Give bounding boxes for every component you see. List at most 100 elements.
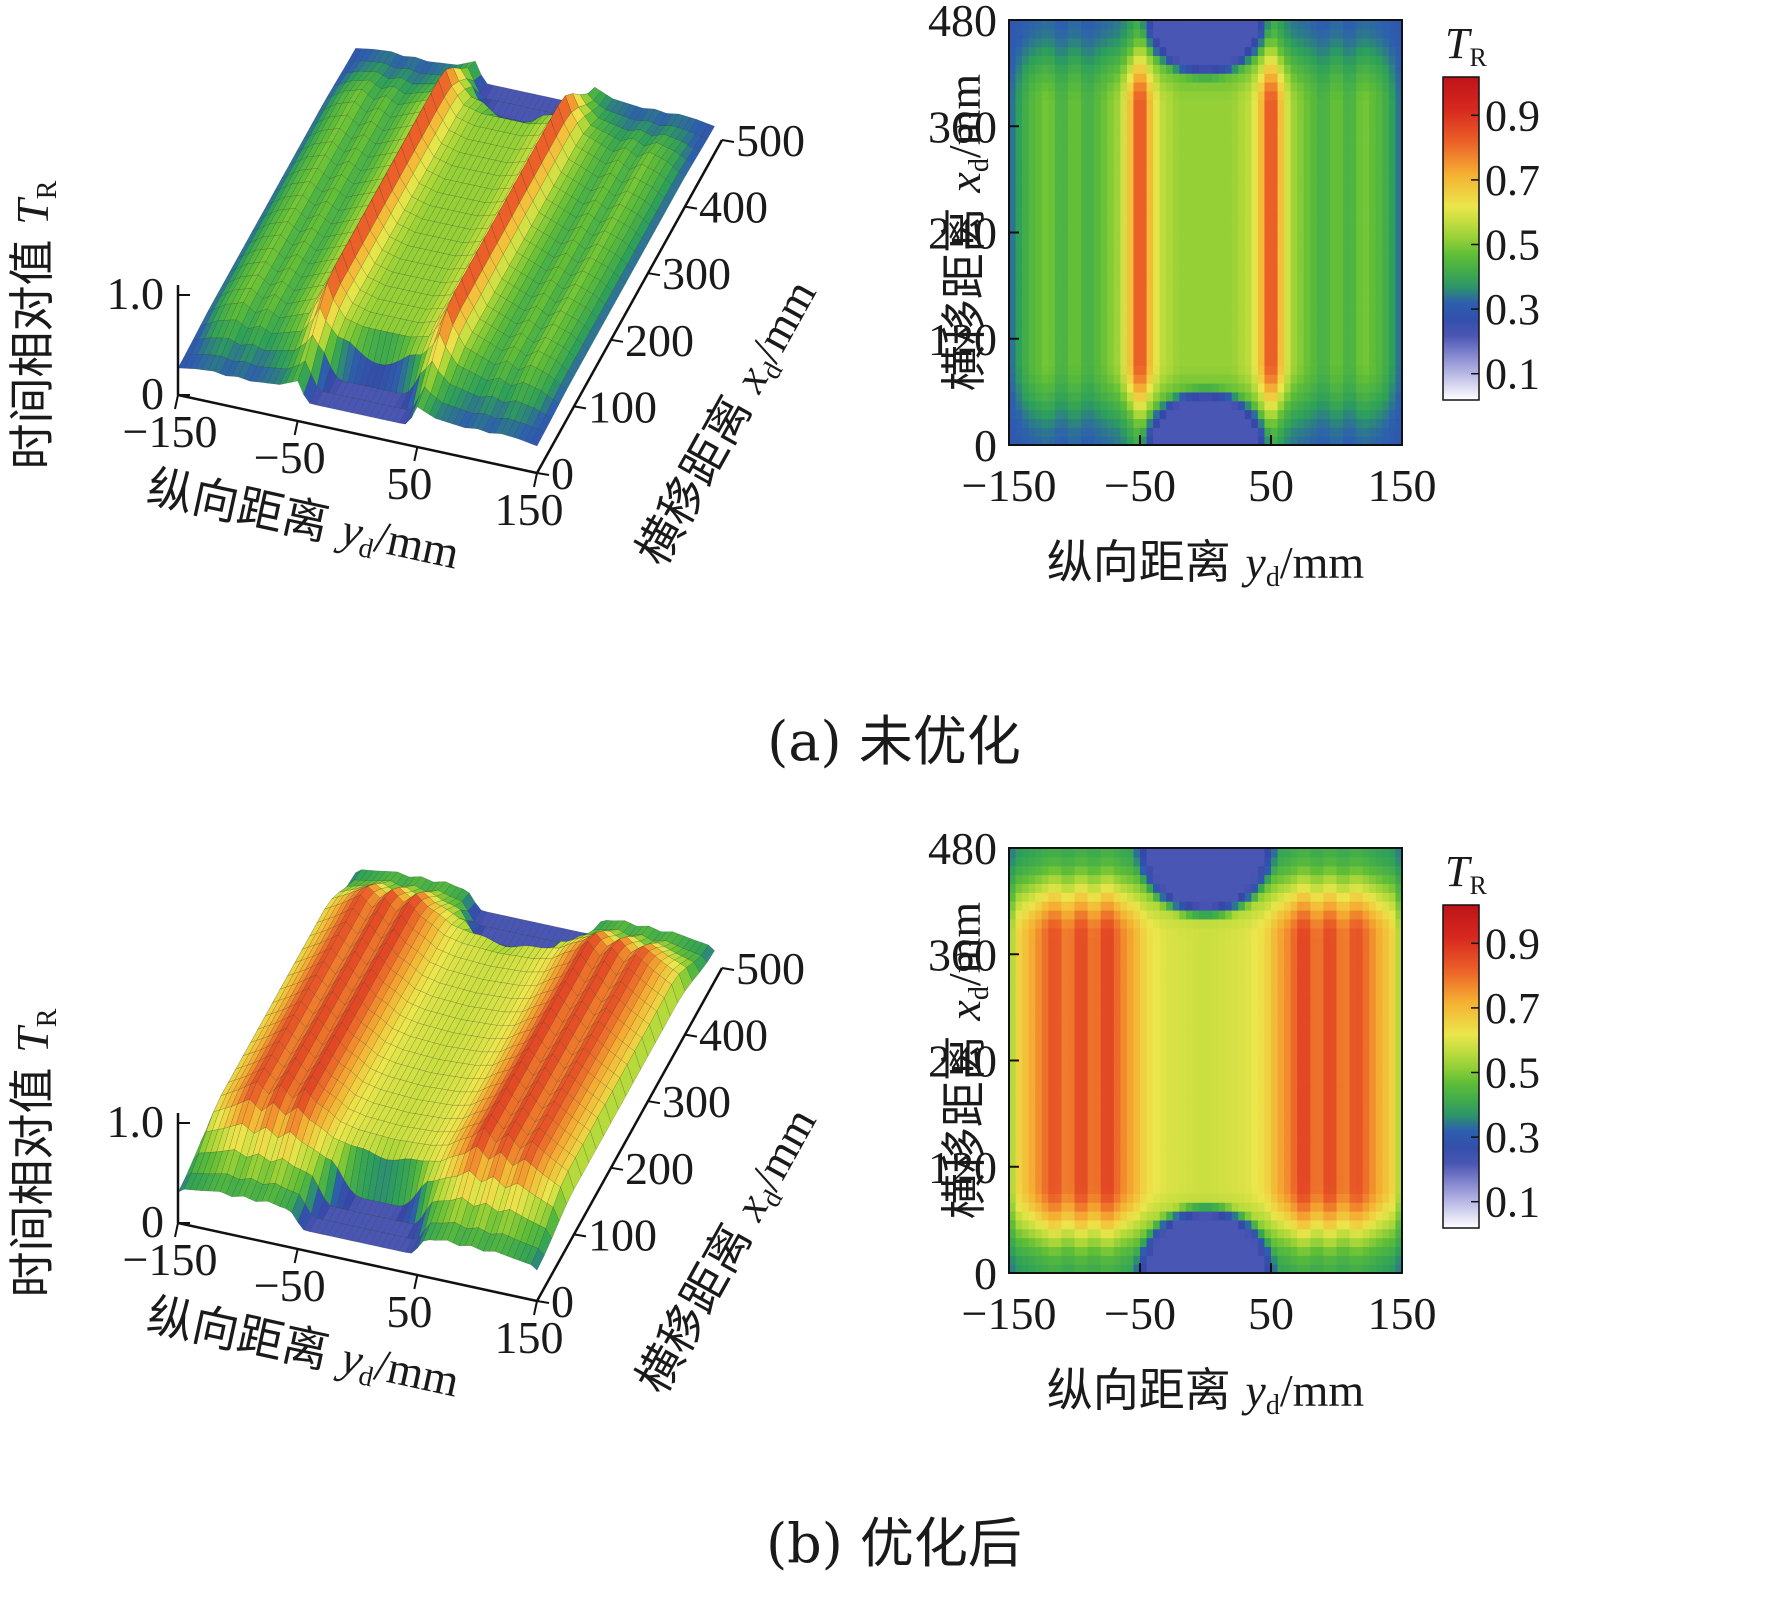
heatmap-cell — [1349, 427, 1357, 437]
surface-x-tick-label: 500 — [736, 115, 805, 166]
heatmap-cell — [1277, 99, 1285, 110]
heatmap-cell — [1100, 99, 1108, 110]
heatmap-cell — [1303, 427, 1311, 437]
heatmap-cell — [1303, 391, 1311, 402]
heatmap-cell — [1290, 28, 1298, 39]
heatmap-cell — [1316, 338, 1324, 349]
heatmap-cell — [1087, 259, 1095, 269]
heatmap-cell — [1218, 161, 1226, 172]
heatmap-cell — [1271, 321, 1279, 331]
heatmap-cell — [1395, 250, 1403, 260]
heatmap-cell — [1343, 117, 1351, 127]
heatmap-cell — [1074, 329, 1082, 340]
heatmap-cell — [1067, 46, 1076, 57]
heatmap-cell — [1284, 259, 1292, 269]
heatmap-cell — [1041, 46, 1049, 57]
heatmap-cell — [1225, 90, 1233, 101]
heatmap-cell — [1356, 161, 1364, 172]
heatmap-cell — [1192, 108, 1200, 118]
heatmap-cell — [1140, 303, 1148, 313]
heatmap-cell — [1198, 197, 1207, 207]
heatmap-cell — [1212, 259, 1220, 269]
heatmap-cell — [1041, 276, 1049, 287]
heatmap-cell — [1343, 108, 1351, 118]
heatmap-cell — [1100, 427, 1108, 437]
heatmap-cell — [1329, 356, 1338, 366]
heatmap-cell — [1343, 356, 1351, 366]
heatmap-cell — [1153, 99, 1161, 110]
heatmap-cell — [1035, 205, 1043, 216]
heatmap-cell — [1336, 285, 1344, 296]
heatmap-cell — [1323, 126, 1331, 136]
heatmap-cell — [1212, 232, 1220, 242]
heatmap-cell — [1140, 347, 1148, 358]
heatmap-cell — [1048, 338, 1056, 349]
heatmap-cell — [1303, 179, 1311, 189]
heatmap-cell — [1382, 170, 1390, 180]
heatmap-cell — [1277, 285, 1285, 296]
heatmap-cell — [1100, 117, 1108, 127]
heatmap-cell — [1022, 303, 1030, 313]
heatmap-cell — [1192, 188, 1200, 198]
heatmap-cell — [1264, 81, 1272, 92]
heatmap-cell — [1061, 427, 1069, 437]
heatmap-cell — [1218, 37, 1226, 48]
heatmap-cell — [1067, 90, 1076, 101]
heatmap-cell — [1336, 276, 1344, 287]
heatmap-cell — [1146, 232, 1154, 242]
heatmap-cell — [1231, 214, 1239, 225]
heatmap-cell — [1185, 312, 1193, 322]
heatmap-cell — [1382, 223, 1390, 234]
heatmap-cell — [1067, 64, 1076, 74]
heatmap-cell — [1356, 285, 1364, 296]
heatmap-cell — [1028, 223, 1036, 234]
heatmap-cell — [1048, 81, 1056, 92]
heatmap-cell — [1369, 276, 1377, 287]
heatmap-cell — [1362, 46, 1370, 57]
heatmap-cell — [1120, 436, 1128, 446]
heatmap-cell — [1185, 55, 1193, 65]
heatmap-cell — [1277, 436, 1285, 446]
heatmap-cell — [1238, 409, 1246, 420]
heatmap-cell — [1107, 338, 1115, 349]
heatmap-cell — [1198, 383, 1207, 393]
heatmap-cell — [1094, 436, 1102, 446]
heatmap-cell — [1113, 383, 1121, 393]
heatmap-cell — [1107, 108, 1115, 118]
heatmap-cell — [1277, 20, 1285, 30]
heatmap-cell — [1388, 232, 1397, 242]
heatmap-cell — [1244, 126, 1252, 136]
heatmap-cell — [1022, 374, 1030, 384]
heatmap-cell — [1316, 20, 1324, 30]
heatmap-cell — [1244, 400, 1252, 411]
heatmap-cell — [1362, 285, 1370, 296]
heatmap-cell — [1061, 46, 1069, 57]
heatmap-cell — [1356, 20, 1364, 30]
heatmap-cell — [1185, 374, 1193, 384]
heatmap-cell — [1126, 329, 1135, 340]
heatmap-cell — [1238, 117, 1246, 127]
heatmap-cell — [1369, 427, 1377, 437]
heatmap-cell — [1251, 205, 1259, 216]
heatmap-cell — [1022, 250, 1030, 260]
heatmap-cell — [1146, 99, 1154, 110]
heatmap-cell — [1172, 179, 1180, 189]
heatmap-cell — [1061, 73, 1069, 83]
heatmap-cell — [1009, 276, 1017, 287]
heatmap-cell — [1126, 179, 1135, 189]
heatmap-cell — [1179, 81, 1187, 92]
heatmap-cell — [1041, 338, 1049, 349]
heatmap-cell — [1251, 90, 1259, 101]
heatmap-cell — [1303, 294, 1311, 304]
heatmap-cell — [1257, 321, 1266, 331]
heatmap-cell — [1212, 374, 1220, 384]
surface-facet — [552, 384, 567, 405]
heatmap-cell — [1310, 374, 1318, 384]
heatmap-cell — [1107, 223, 1115, 234]
heatmap-cell — [1297, 347, 1305, 358]
heatmap-cell — [1028, 356, 1036, 366]
heatmap-cell — [1323, 197, 1331, 207]
heatmap-cell — [1290, 73, 1298, 83]
heatmap-cell — [1218, 294, 1226, 304]
heatmap-cell — [1081, 90, 1089, 101]
